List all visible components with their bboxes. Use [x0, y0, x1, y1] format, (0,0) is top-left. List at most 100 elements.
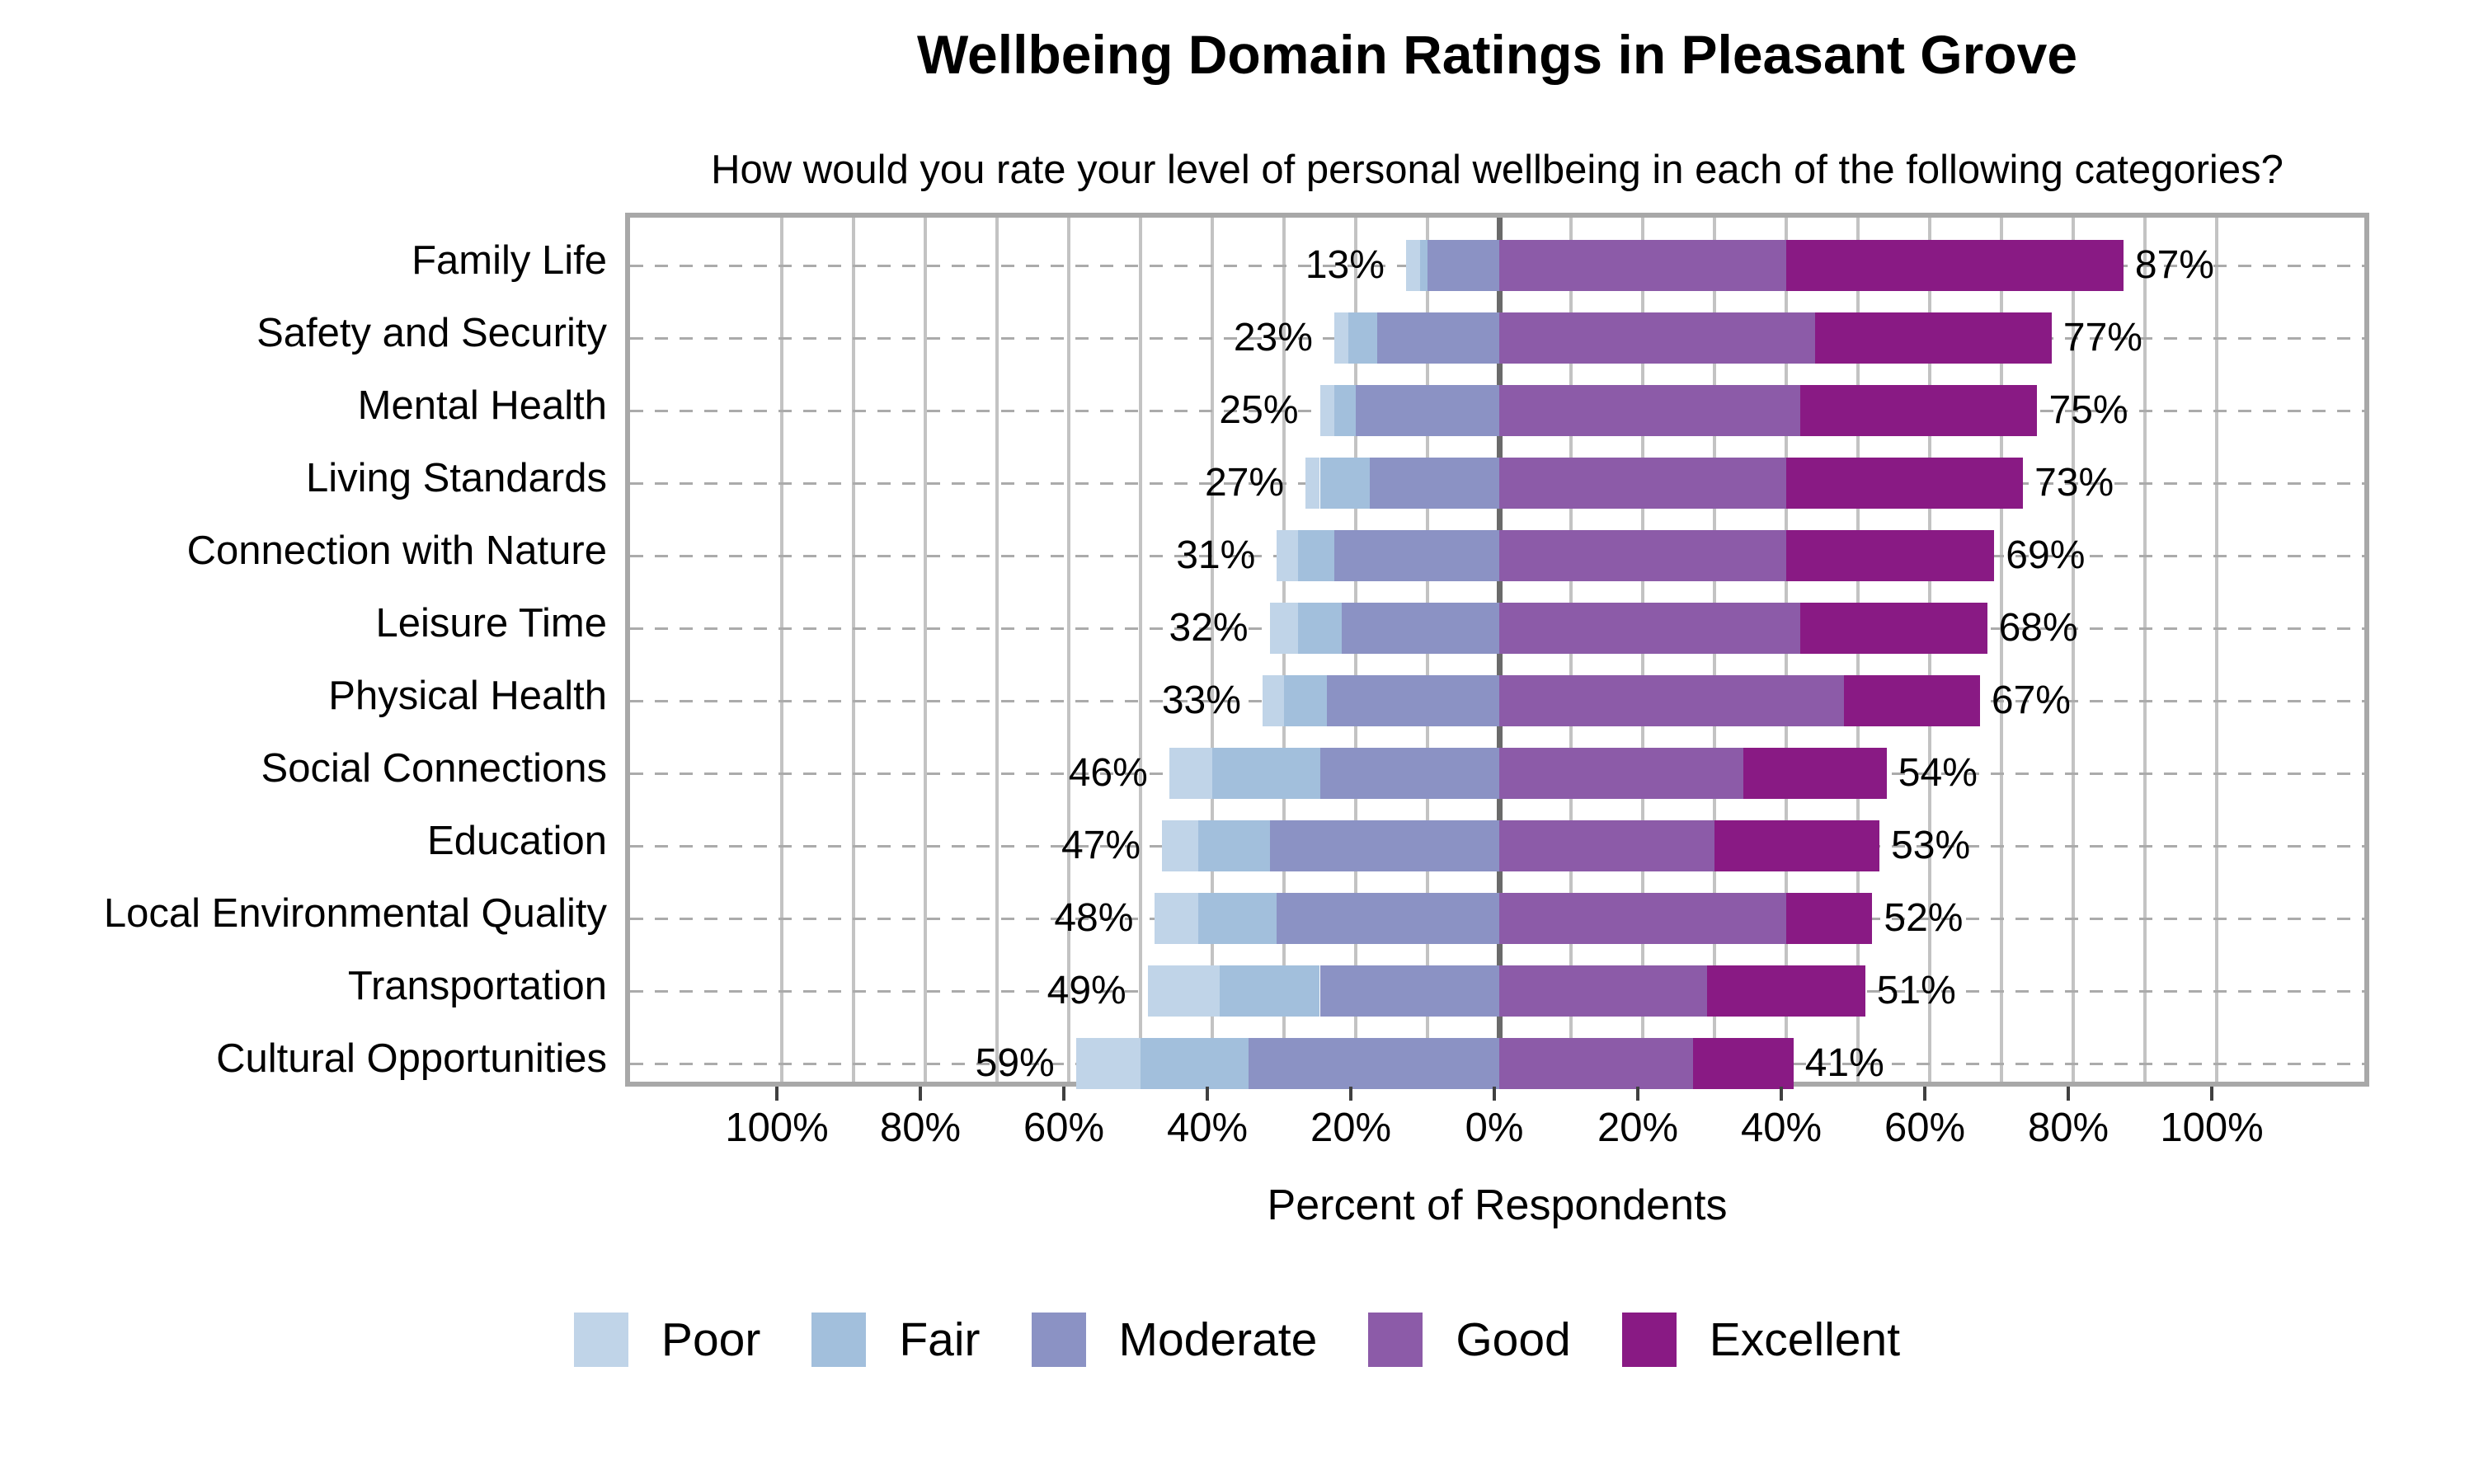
bar-right-total-label: 41% — [1804, 1041, 1884, 1085]
legend-swatch-poor — [573, 1313, 628, 1367]
bar-right-total-label: 68% — [1998, 606, 2078, 650]
x-axis-tick-label: 40% — [1166, 1106, 1249, 1150]
bar-segment-moderate — [1277, 893, 1499, 944]
legend-item-good: Good — [1368, 1313, 1571, 1367]
legend-swatch-moderate — [1031, 1313, 1086, 1367]
x-axis-tick-label: 40% — [1740, 1106, 1823, 1150]
x-axis-tick-label: 20% — [1310, 1106, 1392, 1150]
bar-segment-excellent — [1786, 530, 1995, 581]
x-axis-tick-label: 0% — [1465, 1106, 1524, 1150]
bar-segment-moderate — [1356, 385, 1499, 436]
bar-segment-fair — [1197, 820, 1270, 871]
bar-segment-poor — [1319, 385, 1334, 436]
bar-right-total-label: 51% — [1876, 969, 1956, 1012]
bar-left-total-label: 47% — [1061, 824, 1141, 867]
chart-title: Wellbeing Domain Ratings in Pleasant Gro… — [916, 24, 2078, 85]
bar-segment-moderate — [1333, 530, 1499, 581]
vertical-gridline — [1067, 218, 1070, 1082]
category-label: Social Connections — [261, 746, 607, 791]
bar-left-total-label: 31% — [1176, 533, 1256, 577]
bar-left-total-label: 49% — [1047, 969, 1126, 1012]
vertical-gridline — [780, 218, 783, 1082]
bar-segment-good — [1499, 312, 1815, 364]
bar-right-total-label: 87% — [2134, 243, 2214, 287]
vertical-gridline — [1211, 218, 1214, 1082]
category-label: Physical Health — [328, 674, 607, 718]
bar-segment-poor — [1075, 1038, 1141, 1089]
bar-left-total-label: 59% — [975, 1041, 1055, 1085]
chart-subtitle: How would you rate your level of persona… — [711, 148, 2284, 192]
legend-item-fair: Fair — [811, 1313, 981, 1367]
bar-segment-poor — [1277, 530, 1299, 581]
bar-left-total-label: 27% — [1205, 461, 1285, 505]
vertical-gridline — [852, 218, 855, 1082]
bar-segment-excellent — [1714, 820, 1880, 871]
x-axis-tick — [1062, 1087, 1065, 1101]
bar-segment-good — [1499, 965, 1708, 1017]
bar-segment-fair — [1298, 603, 1342, 654]
x-axis-tick-label: 100% — [2160, 1106, 2264, 1150]
bar-right-total-label: 54% — [1898, 751, 1978, 795]
x-axis-tick — [1493, 1087, 1496, 1101]
legend-label: Poor — [661, 1313, 761, 1366]
bar-segment-excellent — [1743, 748, 1887, 799]
bar-right-total-label: 75% — [2048, 388, 2128, 432]
bar-segment-fair — [1348, 312, 1378, 364]
bar-segment-poor — [1162, 820, 1198, 871]
bar-left-total-label: 48% — [1054, 896, 1134, 940]
legend-item-excellent: Excellent — [1621, 1313, 1900, 1367]
category-label: Local Environmental Quality — [103, 891, 607, 936]
bar-segment-fair — [1141, 1038, 1249, 1089]
x-axis-tick — [1636, 1087, 1639, 1101]
legend: Poor Fair Moderate Good Excellent — [0, 1313, 2474, 1367]
bar-segment-good — [1499, 675, 1844, 726]
bar-segment-excellent — [1800, 603, 1987, 654]
vertical-gridline — [924, 218, 927, 1082]
bar-left-total-label: 33% — [1161, 679, 1241, 722]
bar-right-total-label: 77% — [2062, 316, 2142, 359]
bar-segment-poor — [1169, 748, 1212, 799]
x-axis-tick — [1206, 1087, 1209, 1101]
bar-segment-moderate — [1370, 458, 1499, 509]
bar-left-total-label: 23% — [1233, 316, 1313, 359]
legend-label: Moderate — [1118, 1313, 1318, 1366]
x-axis-tick — [1349, 1087, 1352, 1101]
bar-segment-excellent — [1843, 675, 1980, 726]
bar-segment-fair — [1197, 893, 1277, 944]
x-axis-tick — [2067, 1087, 2070, 1101]
legend-swatch-good — [1368, 1313, 1423, 1367]
category-label: Cultural Opportunities — [216, 1036, 607, 1081]
x-axis-tick-label: 20% — [1597, 1106, 1679, 1150]
x-axis-tick — [1780, 1087, 1783, 1101]
bar-segment-good — [1499, 385, 1801, 436]
legend-swatch-fair — [811, 1313, 867, 1367]
bar-segment-good — [1499, 893, 1786, 944]
bar-segment-poor — [1405, 240, 1421, 291]
x-axis-tick-label: 80% — [2027, 1106, 2109, 1150]
bar-segment-excellent — [1707, 965, 1865, 1017]
bar-segment-poor — [1305, 458, 1320, 509]
bar-segment-poor — [1155, 893, 1198, 944]
bar-left-total-label: 13% — [1305, 243, 1385, 287]
bar-segment-moderate — [1319, 748, 1499, 799]
plot-area: 13% 87% 23% 77% 25% 75% 27% 73% 31% 69% 32% 68% 33% 6… — [625, 213, 2369, 1089]
bar-right-total-label: 67% — [1991, 679, 2071, 722]
category-label: Family Life — [412, 238, 607, 283]
x-axis-tick — [1923, 1087, 1926, 1101]
bar-segment-poor — [1269, 603, 1299, 654]
vertical-gridline — [995, 218, 999, 1082]
bar-segment-excellent — [1692, 1038, 1794, 1089]
vertical-gridline — [2000, 218, 2003, 1082]
bar-left-total-label: 46% — [1068, 751, 1148, 795]
bar-segment-good — [1499, 530, 1786, 581]
bar-segment-moderate — [1427, 240, 1499, 291]
bar-segment-good — [1499, 820, 1714, 871]
bar-segment-good — [1499, 458, 1786, 509]
category-label: Education — [427, 819, 607, 863]
bar-left-total-label: 25% — [1219, 388, 1299, 432]
x-axis-tick-label: 60% — [1023, 1106, 1105, 1150]
bar-left-total-label: 32% — [1169, 606, 1249, 650]
bar-segment-good — [1499, 603, 1801, 654]
vertical-gridline — [2215, 218, 2218, 1082]
bar-segment-fair — [1219, 965, 1320, 1017]
